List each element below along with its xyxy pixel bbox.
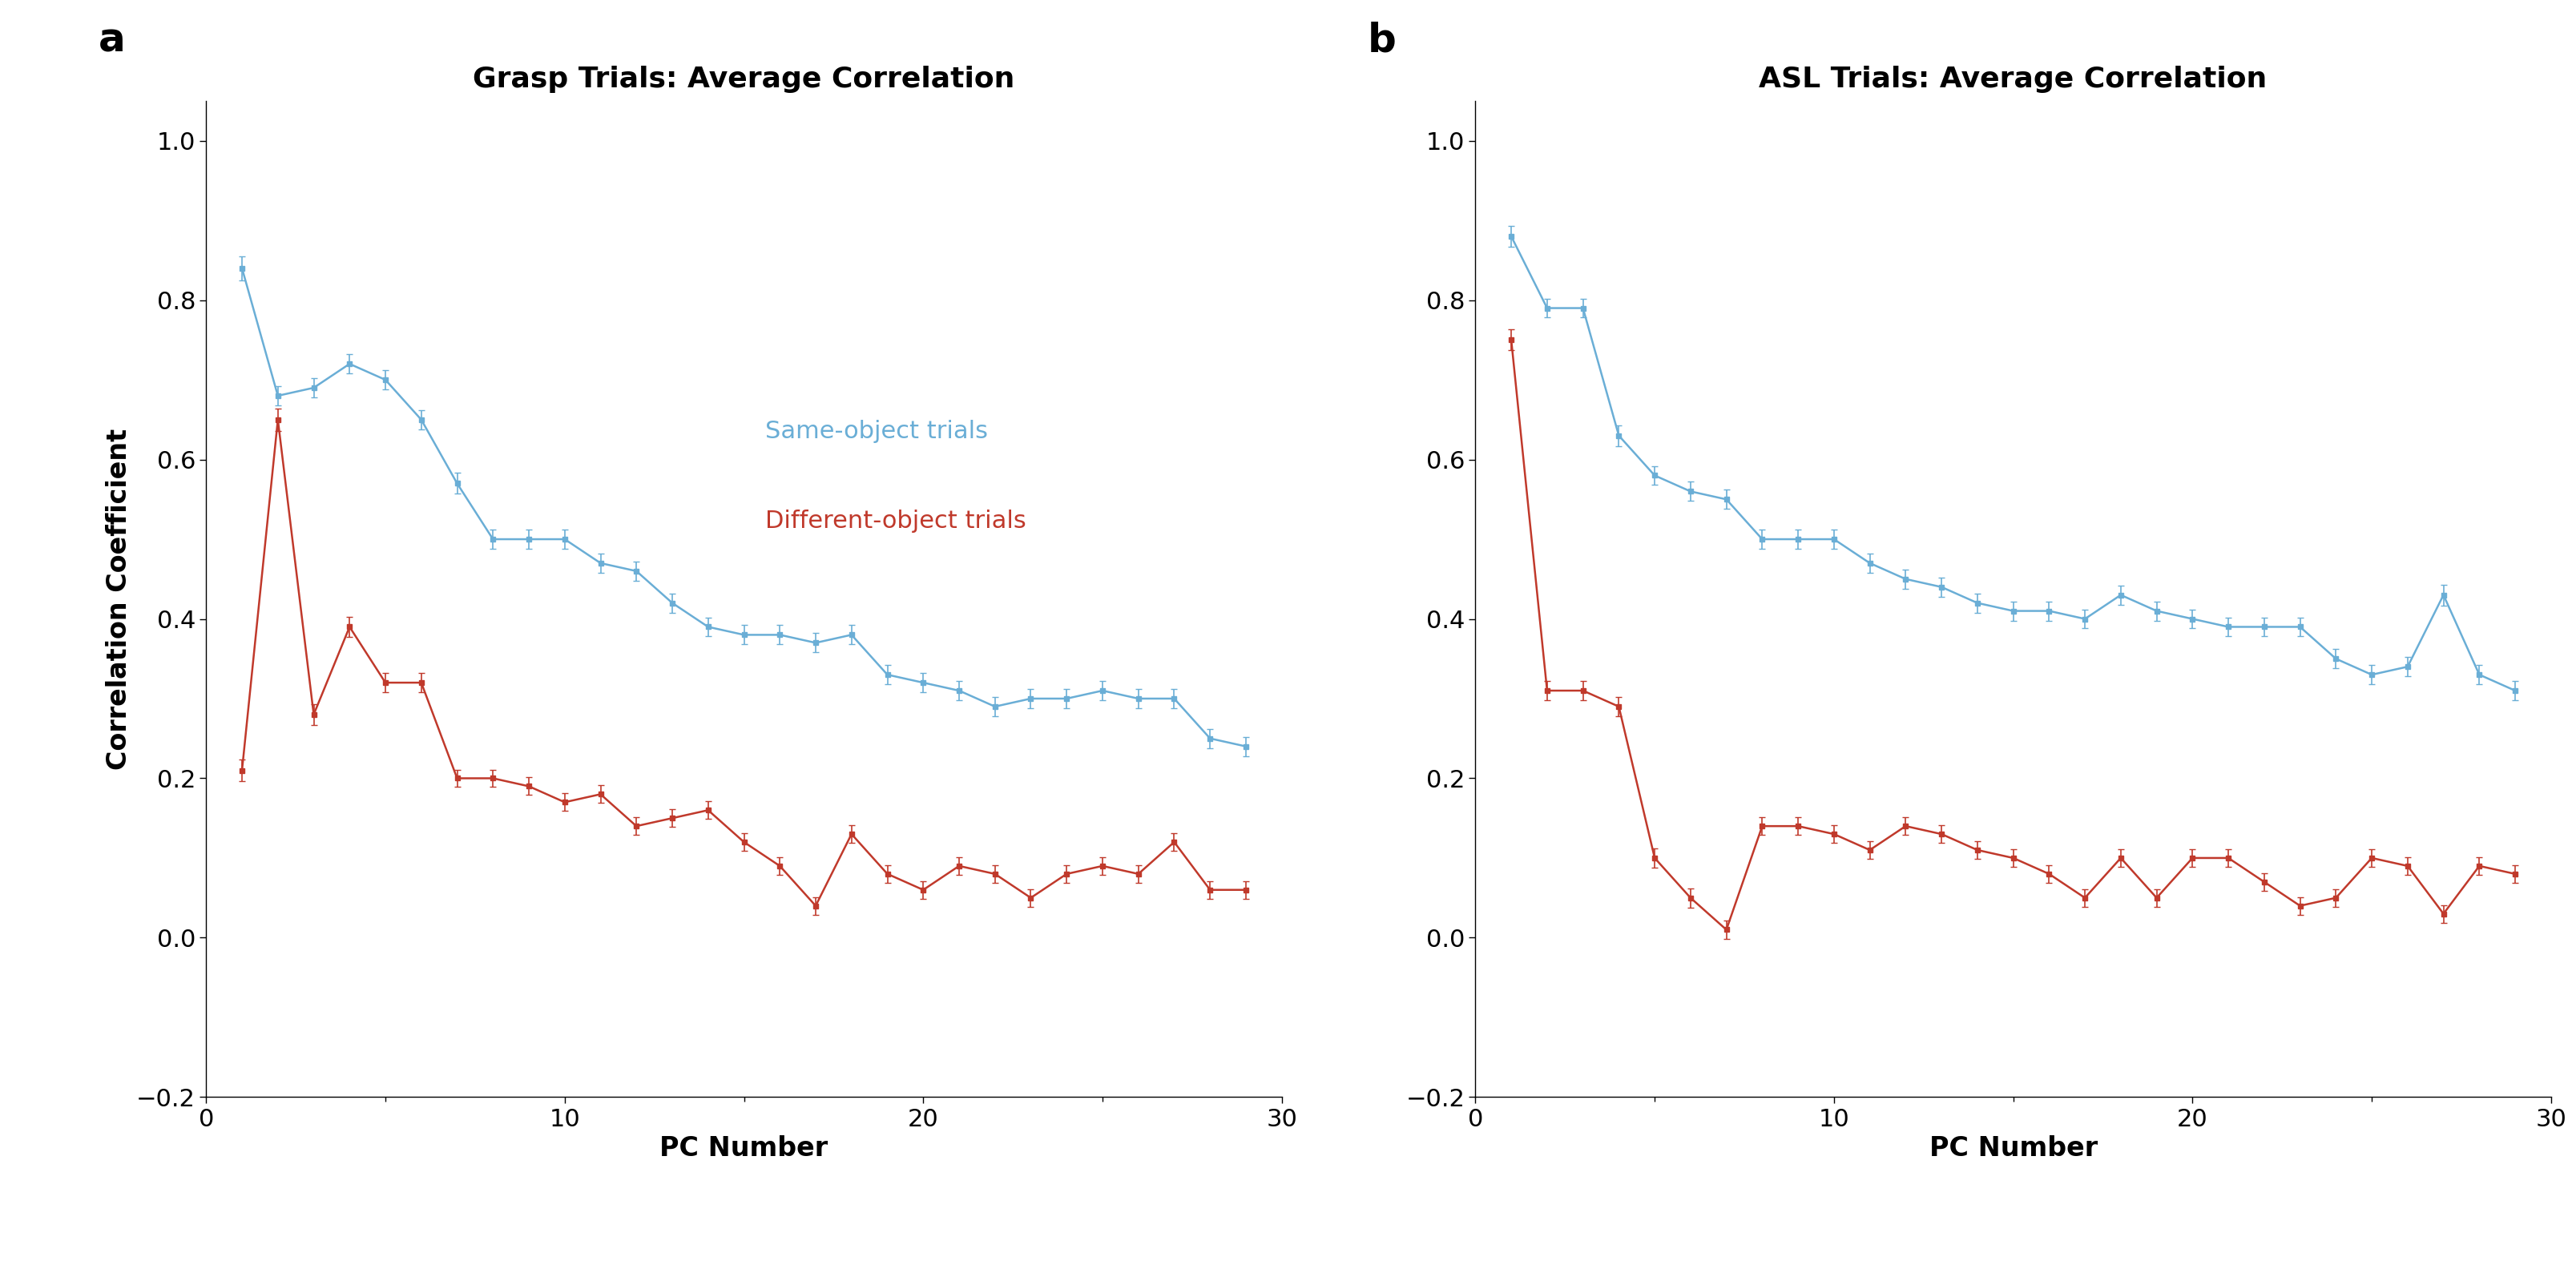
Text: Same-object trials: Same-object trials xyxy=(765,420,989,443)
Text: b: b xyxy=(1368,21,1396,59)
Title: Grasp Trials: Average Correlation: Grasp Trials: Average Correlation xyxy=(474,66,1015,93)
Text: Different-object trials: Different-object trials xyxy=(765,509,1025,532)
Title: ASL Trials: Average Correlation: ASL Trials: Average Correlation xyxy=(1759,66,2267,93)
X-axis label: PC Number: PC Number xyxy=(659,1135,827,1161)
Y-axis label: Correlation Coefficient: Correlation Coefficient xyxy=(106,429,131,769)
Text: a: a xyxy=(98,21,126,59)
X-axis label: PC Number: PC Number xyxy=(1929,1135,2097,1161)
